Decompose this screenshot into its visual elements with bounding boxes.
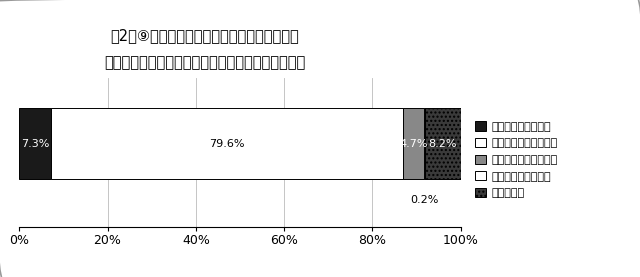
FancyBboxPatch shape [424, 108, 461, 179]
Text: 7.3%: 7.3% [21, 138, 49, 148]
Text: 0.2%: 0.2% [410, 194, 438, 205]
FancyBboxPatch shape [403, 108, 424, 179]
FancyBboxPatch shape [19, 108, 51, 179]
Legend: 大いに効果があった, ある程度効果があった, あまり効果はなかった, 全く効果はなかった, わからない: 大いに効果があった, ある程度効果があった, あまり効果はなかった, 全く効果は… [475, 122, 558, 198]
Text: 「2－⑨」自己評価は児童生徒の学力の向上に: 「2－⑨」自己評価は児童生徒の学力の向上に [110, 28, 299, 43]
Text: 79.6%: 79.6% [209, 138, 245, 148]
Text: どの程度効果があったと考えるか（国公私立合計）: どの程度効果があったと考えるか（国公私立合計） [104, 55, 305, 70]
FancyBboxPatch shape [51, 108, 403, 179]
Text: 4.7%: 4.7% [399, 138, 428, 148]
Text: 8.2%: 8.2% [428, 138, 457, 148]
